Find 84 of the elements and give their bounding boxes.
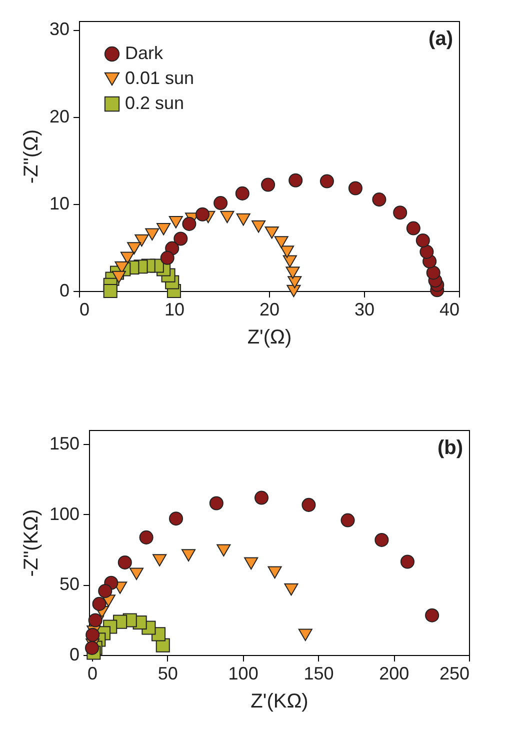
x-tick-label: 0: [88, 664, 98, 684]
point: [98, 584, 112, 598]
x-axis-title: Z'(KΩ): [250, 690, 308, 712]
point: [320, 174, 334, 188]
point: [216, 544, 231, 557]
point: [168, 216, 183, 228]
point: [134, 234, 149, 247]
x-tick-label: 10: [164, 300, 185, 320]
y-tick-label: 100: [49, 504, 80, 524]
point: [282, 255, 297, 268]
point: [416, 233, 430, 248]
legend-label: 0.2 sun: [125, 93, 184, 113]
point: [254, 490, 269, 505]
y-tick-label: 50: [59, 574, 80, 594]
point: [182, 216, 196, 231]
point: [400, 554, 414, 569]
y-tick-label: 0: [59, 280, 70, 300]
y-axis-title: -Z"(Ω): [20, 129, 42, 184]
point: [284, 583, 298, 596]
x-tick-label: 50: [158, 664, 178, 684]
point: [86, 628, 100, 642]
point: [298, 628, 312, 642]
point: [168, 512, 184, 526]
point: [264, 226, 279, 239]
x-axis-title: Z'(Ω): [247, 326, 292, 348]
x-tick-label: 250: [439, 664, 470, 684]
point: [425, 608, 440, 622]
point: [220, 210, 234, 224]
annotation: (b): [437, 437, 463, 459]
point: [103, 284, 118, 298]
point: [160, 250, 174, 265]
point: [261, 178, 276, 192]
x-tick-label: 40: [439, 300, 460, 320]
point: [286, 284, 301, 298]
point: [348, 181, 362, 196]
point: [274, 236, 288, 248]
point: [129, 568, 144, 580]
legend-label: Dark: [125, 43, 164, 63]
point: [118, 555, 132, 570]
point: [236, 213, 250, 226]
point: [209, 496, 224, 510]
point: [92, 596, 106, 611]
point: [340, 513, 355, 528]
point: [195, 207, 210, 222]
point: [139, 530, 154, 544]
point: [174, 232, 188, 246]
point: [252, 220, 266, 233]
point: [84, 640, 100, 655]
point: [268, 566, 282, 579]
y-tick-label: 20: [49, 106, 70, 126]
x-tick-label: 100: [228, 664, 258, 684]
y-tick-label: 10: [49, 193, 70, 214]
point: [420, 244, 434, 259]
point: [393, 206, 408, 220]
point: [244, 557, 258, 570]
x-tick-label: 200: [379, 664, 410, 684]
point: [120, 252, 134, 264]
point: [156, 223, 171, 236]
point: [235, 186, 250, 200]
point: [372, 192, 386, 207]
point: [152, 554, 167, 566]
point: [214, 196, 228, 210]
x-tick-label: 30: [354, 300, 375, 320]
point: [426, 266, 440, 280]
y-tick-label: 0: [69, 644, 80, 664]
point: [302, 498, 316, 512]
legend-label: 0.01 sun: [125, 68, 194, 88]
point: [182, 549, 196, 562]
point: [288, 276, 302, 288]
point: [406, 221, 420, 236]
point: [280, 246, 294, 258]
y-tick-label: 150: [49, 434, 80, 454]
point: [88, 613, 102, 628]
y-axis-title: -Z"(KΩ): [20, 509, 42, 577]
point: [127, 242, 142, 254]
x-tick-label: 20: [259, 300, 280, 320]
annotation: (a): [428, 28, 453, 50]
point: [145, 228, 160, 241]
y-tick-label: 30: [49, 19, 70, 40]
point: [374, 532, 389, 547]
point: [112, 270, 126, 284]
x-tick-label: 150: [304, 664, 334, 684]
point: [288, 173, 303, 188]
point: [286, 266, 300, 279]
